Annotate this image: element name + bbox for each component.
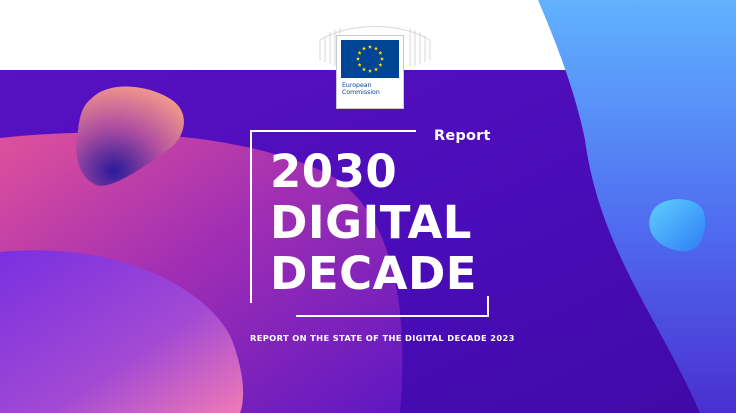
eu-star-icon bbox=[361, 67, 367, 72]
eu-star-icon bbox=[357, 62, 362, 67]
logo-line-european: European bbox=[342, 82, 372, 89]
report-subtitle: REPORT ON THE STATE OF THE DIGITAL DECAD… bbox=[250, 333, 515, 343]
eu-star-icon bbox=[357, 50, 362, 55]
eu-star-icon bbox=[367, 68, 373, 73]
european-commission-logo: European Commission bbox=[319, 20, 431, 108]
eu-star-icon bbox=[361, 46, 367, 51]
eu-star-icon bbox=[373, 46, 379, 51]
logo-box: European Commission bbox=[337, 36, 403, 108]
eu-star-icon bbox=[378, 50, 383, 55]
title-line-decade: DECADE bbox=[270, 247, 478, 300]
eu-star-icon bbox=[378, 62, 383, 67]
eu-star-icon bbox=[367, 44, 373, 49]
eu-star-icon bbox=[379, 56, 385, 61]
logo-text: European Commission bbox=[342, 82, 380, 97]
title-line-year: 2030 bbox=[270, 145, 398, 198]
report-badge: Report bbox=[434, 128, 491, 144]
eu-flag-icon bbox=[341, 40, 399, 78]
eu-star-icon bbox=[355, 56, 361, 61]
eu-star-icon bbox=[373, 67, 379, 72]
logo-line-commission: Commission bbox=[342, 89, 380, 97]
title-line-digital: DIGITAL bbox=[270, 196, 472, 249]
